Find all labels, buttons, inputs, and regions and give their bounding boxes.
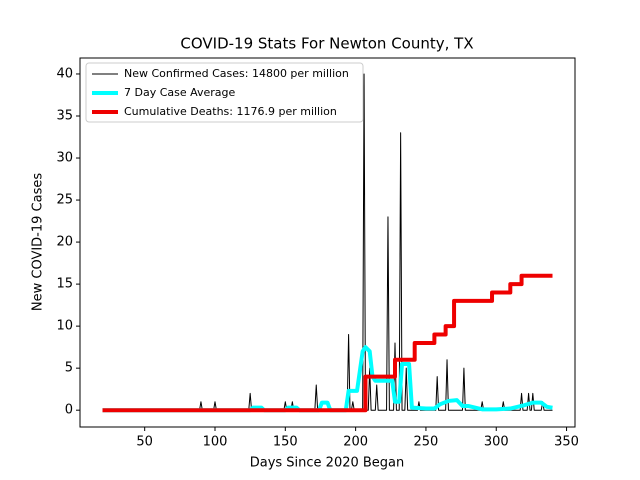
y-tick-label: 25 [56, 193, 73, 208]
legend-label: New Confirmed Cases: 14800 per million [124, 67, 349, 80]
legend-label: 7 Day Case Average [124, 86, 236, 99]
x-tick-label: 350 [554, 435, 579, 450]
chart-title: COVID-19 Stats For Newton County, TX [180, 35, 473, 53]
y-tick-label: 20 [56, 235, 73, 250]
plot-area [102, 73, 553, 413]
legend-label: Cumulative Deaths: 1176.9 per million [124, 105, 337, 118]
x-axis-label: Days Since 2020 Began [250, 456, 405, 471]
y-tick-label: 40 [56, 66, 73, 81]
y-tick-label: 15 [56, 277, 73, 292]
y-tick-label: 35 [56, 108, 73, 123]
x-tick-label: 200 [343, 435, 368, 450]
legend-box [85, 62, 364, 123]
x-tick-label: 100 [203, 435, 228, 450]
legend: New Confirmed Cases: 14800 per million 7 … [85, 62, 364, 123]
x-tick-label: 250 [414, 435, 439, 450]
y-tick-label: 10 [56, 319, 73, 334]
y-axis-label: New COVID-19 Cases [31, 173, 46, 311]
series-line [102, 273, 553, 413]
y-tick-label: 0 [65, 403, 73, 418]
x-tick-label: 50 [136, 435, 153, 450]
y-tick-label: 30 [56, 151, 73, 166]
y-tick-label: 5 [65, 361, 73, 376]
x-tick-label: 300 [484, 435, 509, 450]
x-tick-label: 150 [273, 435, 298, 450]
